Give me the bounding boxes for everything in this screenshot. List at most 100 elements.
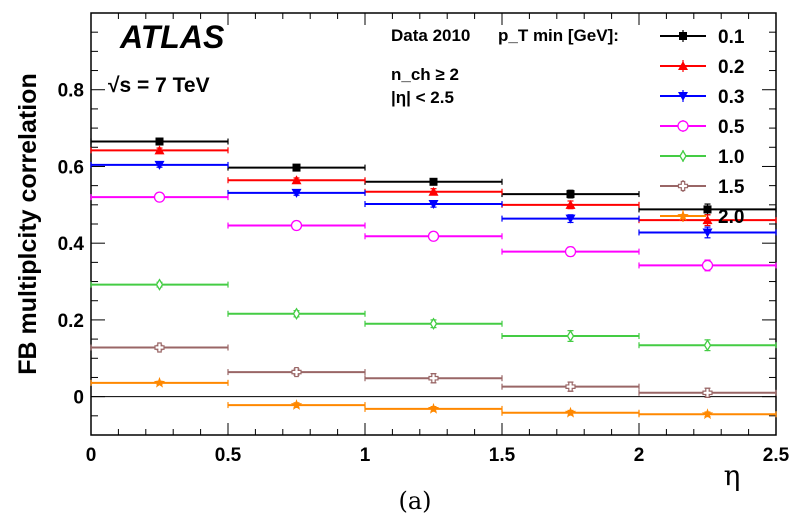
marker-shape [677, 120, 689, 132]
x-tick-label: 0 [86, 445, 97, 466]
dataset-label: Data 2010 [391, 26, 470, 45]
data-marker [153, 191, 166, 203]
marker-shape [290, 399, 303, 410]
data-marker [566, 329, 575, 343]
data-marker [154, 160, 165, 170]
data-marker [702, 228, 713, 238]
data-marker [678, 61, 688, 70]
data-marker [701, 259, 714, 272]
data-marker [565, 214, 576, 224]
data-marker [564, 406, 577, 418]
data-marker [428, 373, 439, 384]
data-marker [702, 387, 713, 398]
marker-shape [291, 366, 302, 378]
marker-shape [291, 175, 302, 185]
legend-label: 0.1 [718, 27, 745, 48]
marker-shape [677, 210, 689, 221]
data-marker [290, 219, 303, 232]
data-marker [429, 177, 438, 186]
data-marker [428, 186, 439, 196]
data-marker [292, 307, 301, 321]
marker-shape [429, 177, 438, 186]
data-marker [155, 137, 164, 146]
y-tick-label: 0.4 [58, 234, 85, 255]
legend-entry: 1.5 [660, 177, 745, 198]
marker-shape [679, 149, 687, 163]
y-tick-label: 0 [73, 388, 84, 409]
legend-label: 1.5 [718, 177, 745, 198]
series-0.1 [90, 137, 777, 216]
marker-shape [292, 163, 301, 172]
marker-shape [153, 376, 166, 388]
series-layer [90, 137, 777, 420]
marker-shape [155, 278, 164, 291]
data-marker [565, 199, 576, 209]
data-marker [291, 366, 302, 378]
marker-shape [702, 387, 713, 398]
data-marker [677, 210, 689, 221]
legend-entry: 0.3 [660, 87, 744, 108]
marker-shape [290, 219, 303, 232]
data-marker [703, 205, 712, 214]
legend-entry: 0.2 [660, 57, 744, 78]
series-0.3 [90, 160, 777, 239]
legend: 0.1 0.2 0.3 0.5 1.0 1.5 2.0 [660, 27, 745, 228]
data-marker [429, 317, 438, 331]
marker-shape [565, 381, 576, 392]
marker-shape [566, 329, 575, 343]
y-tick-label: 0.6 [58, 157, 84, 178]
data-marker [677, 120, 689, 132]
marker-shape [564, 406, 577, 418]
selection-nch: n_ch ≥ 2 [391, 65, 459, 84]
atlas-label: ATLAS [119, 19, 225, 55]
legend-title: p_T min [GeV]: [498, 26, 619, 45]
marker-shape [428, 186, 439, 196]
marker-shape [564, 245, 577, 258]
figure-caption: (a) [398, 487, 431, 515]
series-1.0 [90, 278, 777, 352]
marker-shape [427, 402, 440, 414]
marker-shape [428, 373, 439, 384]
marker-shape [701, 259, 714, 272]
selection-eta: |η| < 2.5 [391, 88, 454, 107]
x-tick-label: 1 [360, 445, 371, 466]
marker-shape [153, 191, 166, 203]
marker-shape [678, 92, 688, 101]
legend-entry: 2.0 [660, 207, 744, 228]
marker-shape [291, 188, 302, 198]
data-marker [701, 408, 714, 420]
energy-label: √s = 7 TeV [108, 74, 210, 97]
data-marker [677, 180, 689, 192]
legend-label: 1.0 [718, 147, 744, 168]
legend-entry: 1.0 [660, 147, 744, 168]
data-marker [427, 402, 440, 414]
data-marker [565, 381, 576, 392]
data-marker [154, 342, 165, 353]
data-marker [428, 200, 439, 210]
y-tick-label: 0.8 [58, 81, 84, 102]
data-marker [564, 245, 577, 258]
series-1.5 [90, 342, 777, 399]
marker-shape [427, 230, 440, 242]
marker-shape [428, 200, 439, 210]
data-marker [678, 92, 688, 101]
data-marker [290, 399, 303, 410]
x-axis-label: η [724, 459, 741, 492]
marker-shape [677, 180, 689, 192]
data-marker [566, 190, 575, 199]
data-marker [291, 175, 302, 185]
marker-shape [292, 307, 301, 321]
axes: 0 0.5 1 1.5 2 2.5 0 0.2 0.4 0.6 0.8 [58, 12, 790, 466]
data-marker [292, 163, 301, 172]
x-tick-label: 0.5 [215, 445, 242, 466]
marker-shape [565, 214, 576, 224]
series-2.0 [90, 376, 777, 420]
legend-entry: 0.1 [660, 27, 745, 48]
marker-shape [154, 342, 165, 353]
data-marker [155, 278, 164, 291]
marker-shape [429, 317, 438, 331]
data-marker [291, 188, 302, 198]
data-marker [702, 215, 713, 225]
data-marker [679, 149, 687, 163]
